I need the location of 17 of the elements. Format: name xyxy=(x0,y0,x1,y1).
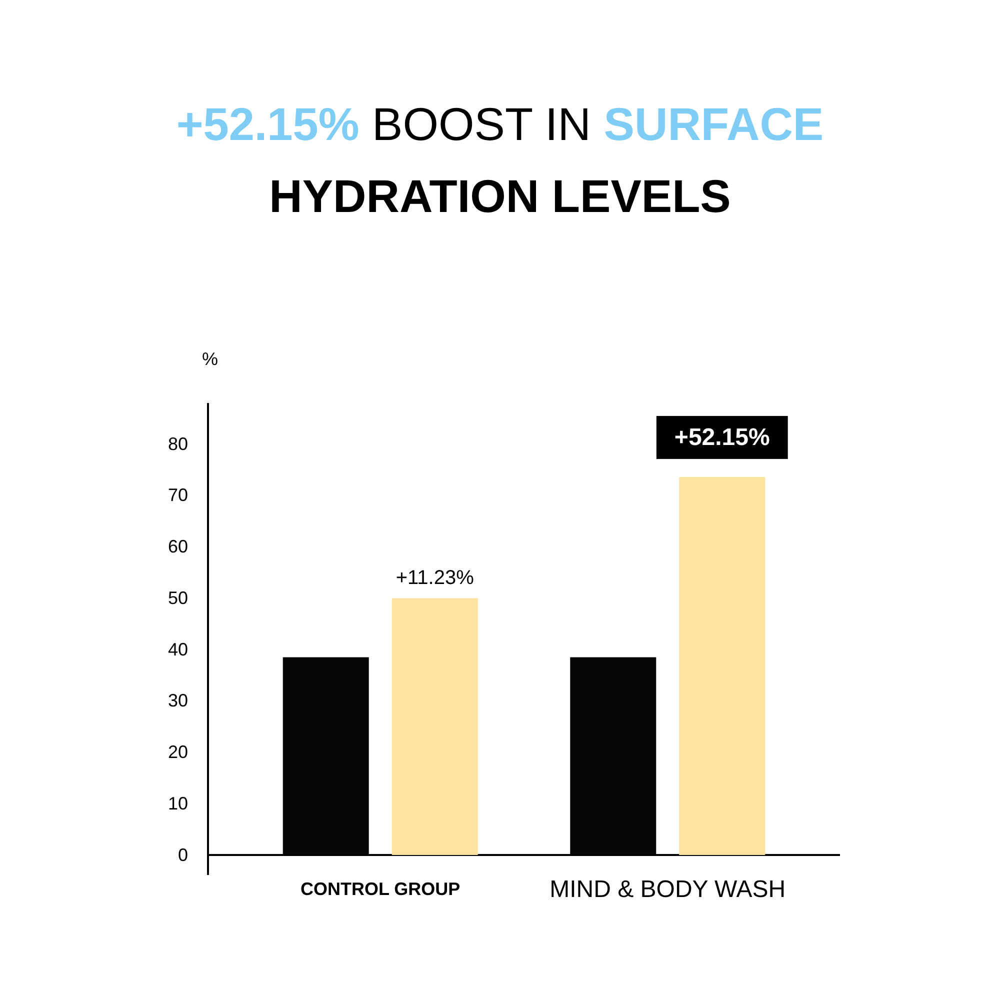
annotation: +52.15% xyxy=(674,424,770,451)
bar xyxy=(679,476,766,855)
bar xyxy=(392,598,478,855)
y-tick-label: 80 xyxy=(168,434,188,454)
y-tick-label: 10 xyxy=(168,793,188,814)
y-tick-label: 0 xyxy=(178,844,188,865)
y-tick-label: 30 xyxy=(168,690,188,711)
y-axis-title: % xyxy=(202,349,218,369)
x-tick-label: MIND & BODY WASH xyxy=(550,876,786,903)
y-tick-label: 60 xyxy=(168,536,188,557)
y-tick-label: 40 xyxy=(168,639,188,660)
x-tick-label: CONTROL GROUP xyxy=(300,879,460,899)
chart-title: +52.15% BOOST IN SURFACE HYDRATION LEVELS xyxy=(176,98,824,222)
y-tick-label: 20 xyxy=(168,742,188,762)
annotation: +11.23% xyxy=(396,567,474,590)
y-tick-label: 70 xyxy=(168,485,188,506)
y-tick-label: 50 xyxy=(168,588,188,608)
